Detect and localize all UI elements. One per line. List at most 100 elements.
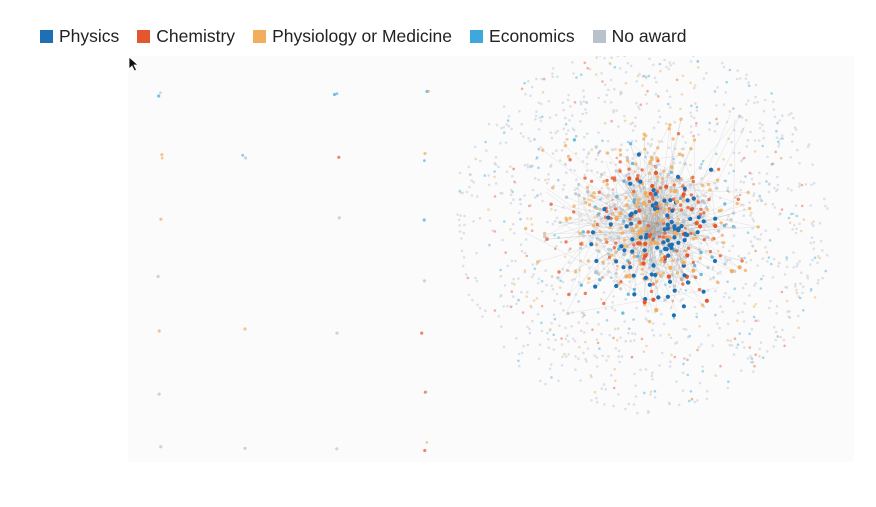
node[interactable] xyxy=(564,337,568,341)
node[interactable] xyxy=(600,172,604,177)
node[interactable] xyxy=(337,155,341,159)
node[interactable] xyxy=(583,234,586,237)
node[interactable] xyxy=(753,364,756,368)
node[interactable] xyxy=(745,73,748,77)
node[interactable] xyxy=(604,83,607,87)
node[interactable] xyxy=(520,249,524,253)
node[interactable] xyxy=(679,107,682,111)
node[interactable] xyxy=(548,116,552,119)
node[interactable] xyxy=(779,156,783,160)
node[interactable] xyxy=(619,244,624,249)
node[interactable] xyxy=(634,162,638,166)
node[interactable] xyxy=(579,102,583,106)
node[interactable] xyxy=(636,232,640,237)
node[interactable] xyxy=(740,130,743,134)
node[interactable] xyxy=(602,291,606,294)
node[interactable] xyxy=(612,108,615,112)
node[interactable] xyxy=(809,288,813,291)
node[interactable] xyxy=(582,148,586,151)
node[interactable] xyxy=(638,107,641,111)
node[interactable] xyxy=(698,256,702,260)
node[interactable] xyxy=(641,272,645,276)
node[interactable] xyxy=(812,241,816,244)
node[interactable] xyxy=(612,404,615,408)
node[interactable] xyxy=(733,337,737,341)
node[interactable] xyxy=(499,275,503,278)
node[interactable] xyxy=(588,266,591,270)
node[interactable] xyxy=(658,172,662,176)
node[interactable] xyxy=(718,254,722,258)
node[interactable] xyxy=(761,144,764,148)
node[interactable] xyxy=(540,329,544,333)
node[interactable] xyxy=(634,139,638,143)
node[interactable] xyxy=(643,191,648,196)
node[interactable] xyxy=(628,181,633,186)
node[interactable] xyxy=(582,89,585,92)
node[interactable] xyxy=(740,259,744,263)
node[interactable] xyxy=(653,170,659,175)
node[interactable] xyxy=(692,231,697,235)
node[interactable] xyxy=(654,92,658,96)
node[interactable] xyxy=(741,157,744,161)
node[interactable] xyxy=(633,170,637,173)
node[interactable] xyxy=(636,74,640,78)
node[interactable] xyxy=(776,335,779,338)
node[interactable] xyxy=(729,258,732,262)
node[interactable] xyxy=(810,183,813,187)
node[interactable] xyxy=(671,299,675,303)
node[interactable] xyxy=(536,260,540,264)
node[interactable] xyxy=(573,188,577,192)
node[interactable] xyxy=(681,192,686,197)
node[interactable] xyxy=(423,390,427,394)
node[interactable] xyxy=(794,231,798,235)
node[interactable] xyxy=(651,63,655,67)
node[interactable] xyxy=(673,147,677,150)
node[interactable] xyxy=(809,289,813,293)
node[interactable] xyxy=(597,151,600,155)
node[interactable] xyxy=(759,287,763,290)
node[interactable] xyxy=(749,130,752,134)
node[interactable] xyxy=(784,285,787,289)
node[interactable] xyxy=(632,292,637,297)
node[interactable] xyxy=(676,257,680,262)
node[interactable] xyxy=(623,119,627,123)
node[interactable] xyxy=(728,343,732,347)
node[interactable] xyxy=(698,381,702,385)
node[interactable] xyxy=(726,218,729,221)
node[interactable] xyxy=(515,336,518,340)
node[interactable] xyxy=(543,234,547,239)
node[interactable] xyxy=(676,196,679,199)
node[interactable] xyxy=(582,100,586,103)
node[interactable] xyxy=(674,342,677,345)
node[interactable] xyxy=(669,186,673,190)
node[interactable] xyxy=(788,316,792,320)
node[interactable] xyxy=(588,240,592,243)
node[interactable] xyxy=(560,364,564,367)
node[interactable] xyxy=(581,160,585,163)
node[interactable] xyxy=(705,71,708,75)
node[interactable] xyxy=(523,81,526,85)
node[interactable] xyxy=(670,208,675,213)
node[interactable] xyxy=(672,157,675,161)
node[interactable] xyxy=(642,74,646,78)
node[interactable] xyxy=(614,347,618,350)
node[interactable] xyxy=(643,241,648,246)
node[interactable] xyxy=(650,374,654,378)
node[interactable] xyxy=(541,91,545,94)
node[interactable] xyxy=(632,339,636,342)
node[interactable] xyxy=(638,72,641,76)
node[interactable] xyxy=(681,282,685,286)
node[interactable] xyxy=(765,180,768,183)
node[interactable] xyxy=(790,140,794,143)
node[interactable] xyxy=(614,147,617,151)
node[interactable] xyxy=(683,357,686,360)
node[interactable] xyxy=(532,299,536,302)
node[interactable] xyxy=(529,204,532,207)
node[interactable] xyxy=(650,183,655,189)
node[interactable] xyxy=(672,248,676,252)
node[interactable] xyxy=(594,157,598,161)
node[interactable] xyxy=(670,273,674,277)
node[interactable] xyxy=(683,162,687,166)
node[interactable] xyxy=(813,296,817,299)
node[interactable] xyxy=(681,297,685,301)
